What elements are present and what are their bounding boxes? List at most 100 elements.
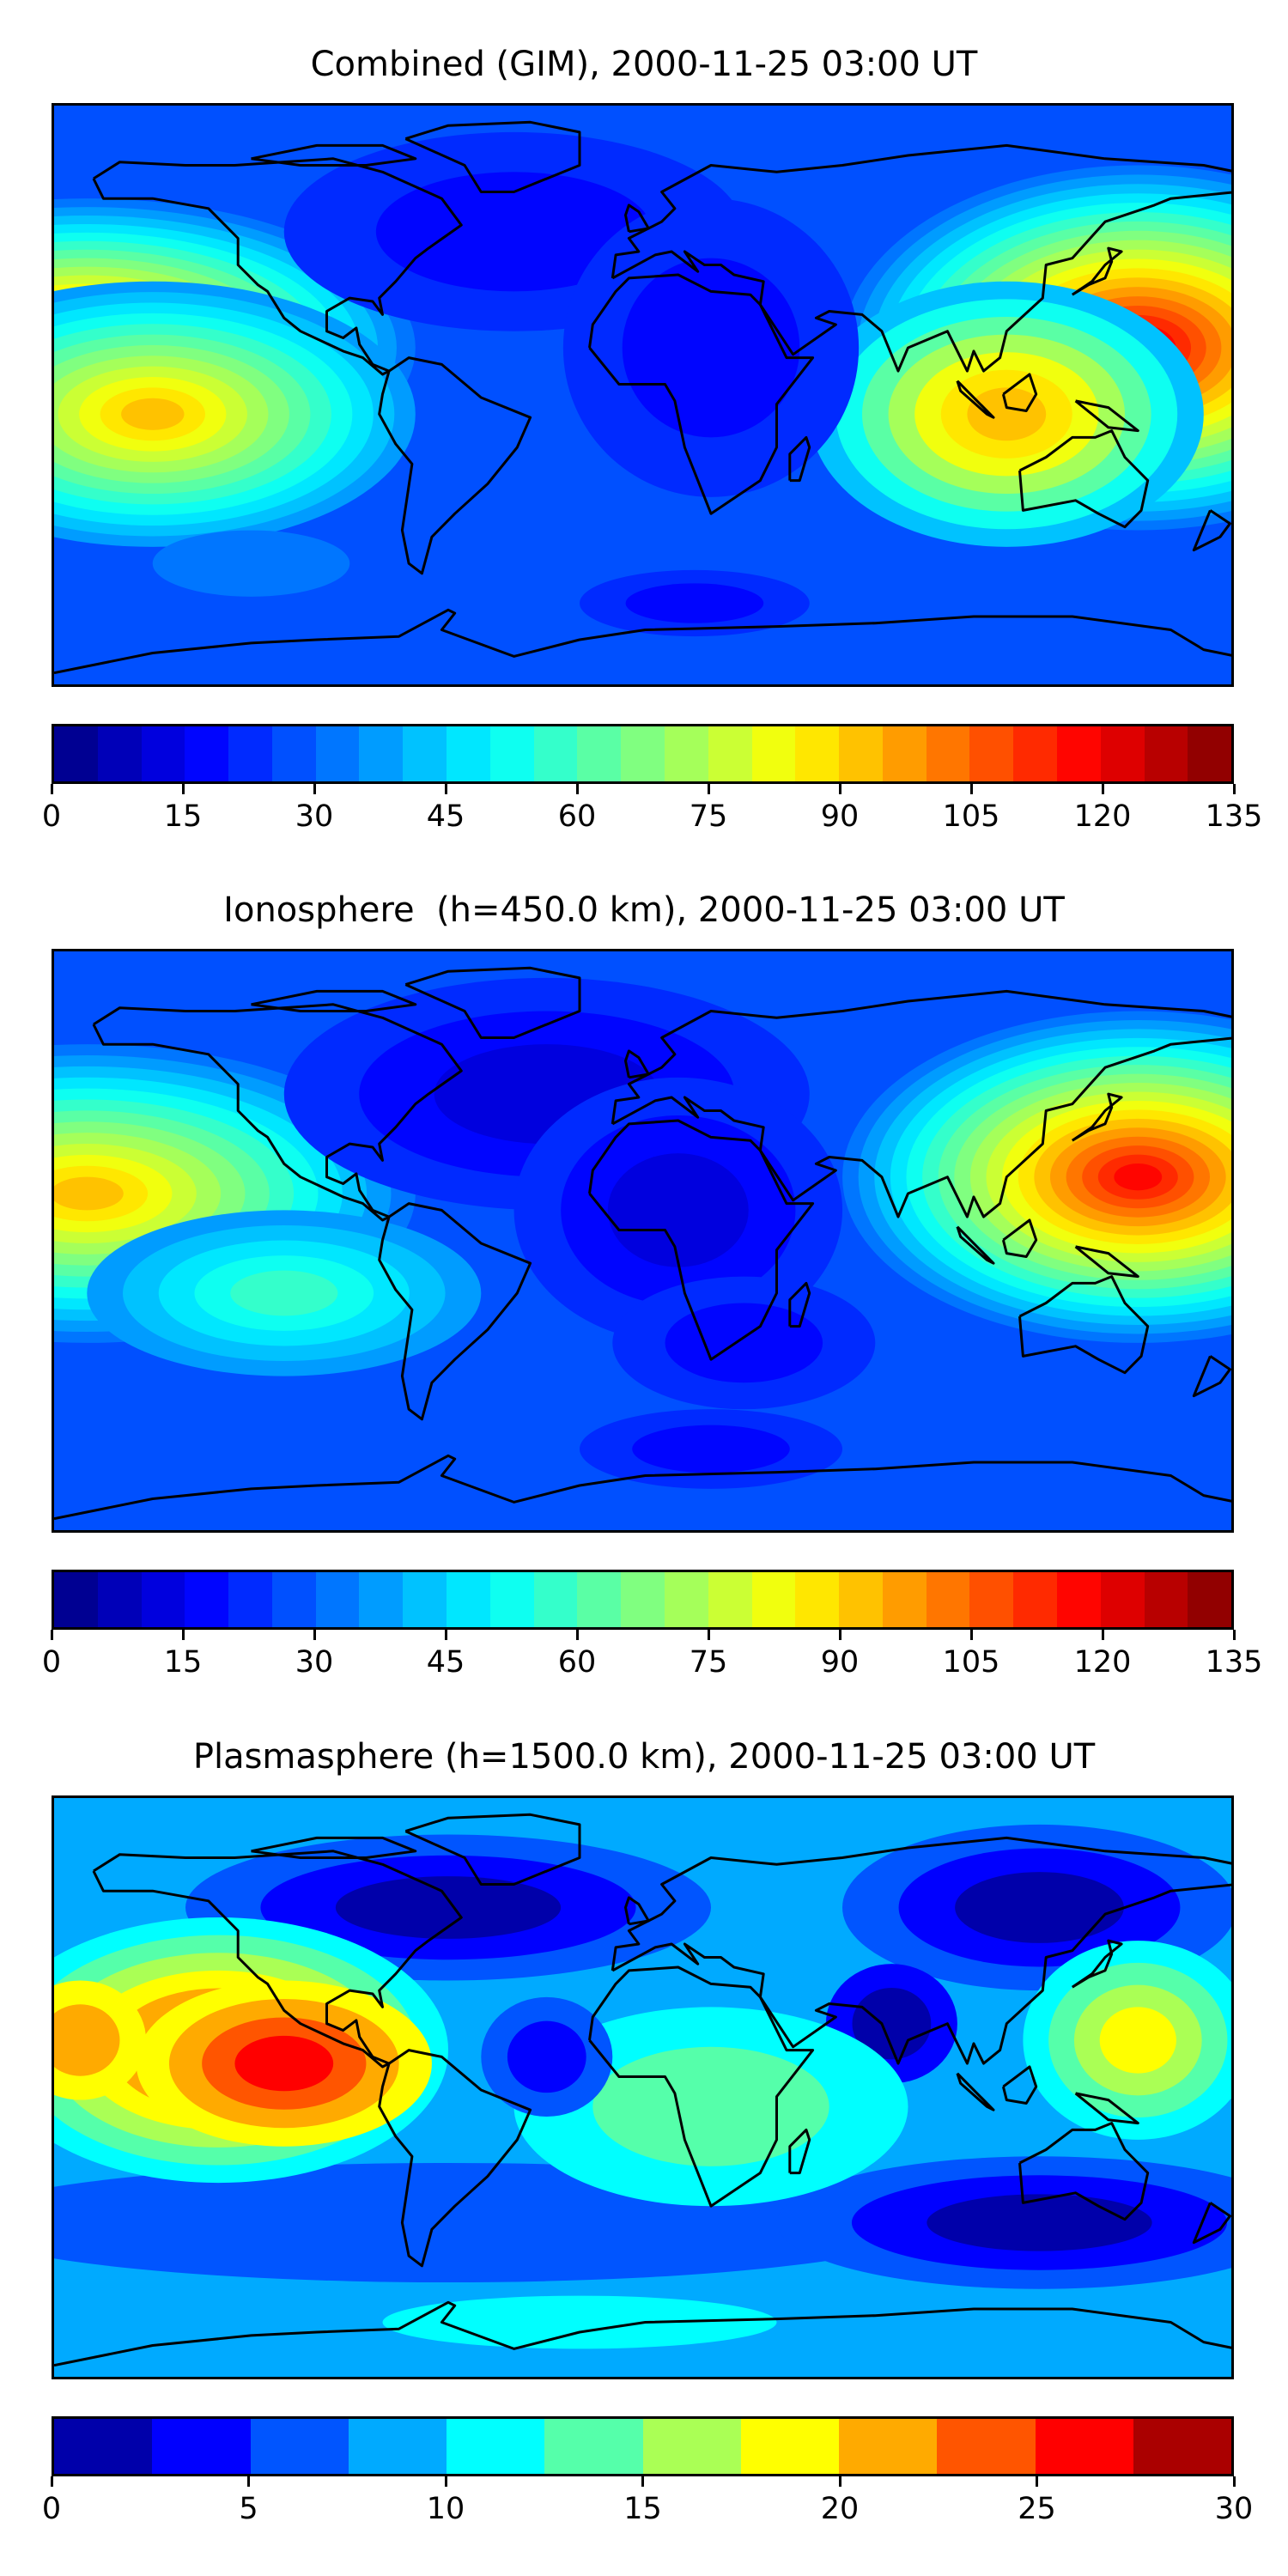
map-canvas	[54, 951, 1231, 1530]
map-canvas	[54, 1798, 1231, 2377]
coastline-new-zealand	[1192, 1355, 1231, 1398]
colorbar-segment	[1144, 726, 1188, 781]
colorbar-tick	[181, 1630, 185, 1640]
colorbar-segment	[577, 1572, 622, 1627]
colorbar-tick	[1036, 2476, 1038, 2487]
coastline-canadian-arctic	[251, 1836, 417, 1859]
colorbar-tick-label: 0	[41, 1645, 62, 1680]
colorbar-tick	[444, 1630, 447, 1640]
colorbar-segment	[403, 1572, 447, 1627]
colorbar-segment	[969, 726, 1014, 781]
colorbar-tick-label: 15	[163, 799, 203, 834]
colorbar-tick	[707, 784, 710, 794]
contour-region	[1114, 1163, 1163, 1191]
coastline-south-america	[378, 356, 532, 575]
coastline-antarctica	[54, 608, 1231, 675]
colorbar-segment	[185, 726, 229, 781]
colorbar-tick-label: 10	[426, 2492, 465, 2526]
contour-region	[54, 1176, 124, 1211]
colorbar-tick-label: 75	[689, 799, 728, 834]
tec-map	[52, 1795, 1234, 2379]
colorbar-tick	[247, 2476, 250, 2487]
contour-region	[967, 387, 1047, 441]
tec-map	[52, 103, 1234, 687]
colorbar-segment	[185, 1572, 229, 1627]
colorbar-segment	[1013, 1572, 1057, 1627]
colorbar-tick-label: 30	[295, 799, 334, 834]
coastline-uk	[624, 1896, 650, 1926]
colorbar-tick	[838, 1630, 841, 1640]
contour-region	[234, 2035, 334, 2092]
colorbar-segment	[97, 726, 142, 781]
coastline-africa	[588, 273, 815, 515]
colorbar-tick-label: 135	[1205, 799, 1263, 834]
contour-region	[632, 1425, 790, 1473]
colorbar-segment	[544, 2419, 643, 2474]
coastline-new-zealand	[1192, 2202, 1231, 2245]
colorbar-tick-label: 25	[1018, 2492, 1056, 2526]
coastline-new-guinea	[1074, 1245, 1139, 1279]
coastline-madagascar	[788, 1281, 811, 1328]
colorbar-tick	[1101, 784, 1104, 794]
colorbar-tick	[50, 1630, 53, 1640]
colorbar-tick	[838, 784, 841, 794]
tec-map	[52, 949, 1234, 1533]
colorbar-segment	[621, 726, 665, 781]
colorbar-tick	[313, 784, 316, 794]
colorbar-ticks: 0 15 30 45 60 75 90 105 120 135	[42, 784, 1262, 835]
colorbar-segment	[533, 1572, 578, 1627]
colorbar-segment	[1100, 726, 1145, 781]
colorbar-tick-label: 30	[1214, 2492, 1254, 2526]
colorbar-segment	[152, 2419, 251, 2474]
contour-region	[852, 1987, 932, 2060]
coastline-eurasia	[611, 1836, 1231, 2065]
colorbar-tick	[1101, 1630, 1104, 1640]
coastline-borneo	[1001, 373, 1038, 412]
colorbar-segment	[740, 2419, 839, 2474]
colorbar-segment	[141, 726, 185, 781]
colorbar-segment	[1133, 2419, 1231, 2474]
colorbar-segment	[359, 726, 404, 781]
colorbar-tick-label: 135	[1205, 1645, 1263, 1680]
coastline-antarctica	[54, 2300, 1231, 2367]
colorbar-segment	[447, 726, 490, 781]
colorbar-tick	[969, 1630, 973, 1640]
coastline-uk	[624, 1049, 650, 1079]
colorbar-tick	[1232, 784, 1236, 794]
contour-region	[592, 2046, 829, 2166]
contour-region	[1099, 2007, 1176, 2074]
coastline-greenland	[404, 966, 581, 1039]
colorbar-segment	[969, 1572, 1014, 1627]
colorbar-ticks: 0 15 30 45 60 75 90 105 120 135	[42, 1630, 1262, 1681]
contour-region	[927, 2194, 1152, 2251]
colorbar-segment	[489, 1572, 534, 1627]
colorbar-tick-label: 0	[41, 2492, 62, 2526]
colorbar-segment	[271, 1572, 316, 1627]
colorbar-segment	[489, 726, 534, 781]
colorbar-segment	[795, 1572, 840, 1627]
colorbar-segment	[315, 1572, 360, 1627]
colorbar	[52, 724, 1234, 784]
colorbar-segment	[97, 1572, 142, 1627]
coastline-africa	[588, 1965, 815, 2208]
coastline-borneo	[1001, 1218, 1038, 1258]
coastline-japan	[1071, 246, 1123, 296]
coastline-antarctica	[54, 1454, 1231, 1521]
colorbar-segment	[839, 1572, 883, 1627]
colorbar-tick	[838, 2476, 841, 2487]
coastline-australia	[1018, 1275, 1150, 1375]
colorbar-tick-label: 45	[426, 1645, 465, 1680]
colorbar-tick-label: 0	[41, 799, 62, 834]
coastline-eurasia	[611, 989, 1231, 1218]
coastline-north-america	[92, 1850, 463, 2069]
contour-region	[955, 1872, 1124, 1943]
colorbar-segment	[839, 726, 883, 781]
panel-plasmasphere: Plasmasphere (h=1500.0 km), 2000-11-25 0…	[0, 1692, 1288, 2538]
colorbar-segment	[54, 1572, 98, 1627]
coastline-north-america	[92, 1003, 463, 1222]
colorbar-segment	[141, 1572, 185, 1627]
colorbar-segment	[795, 726, 840, 781]
colorbar-ticks: 0 5 10 15 20 25 30	[42, 2476, 1253, 2528]
contour-region	[665, 1303, 823, 1383]
colorbar-segment	[1056, 1572, 1101, 1627]
